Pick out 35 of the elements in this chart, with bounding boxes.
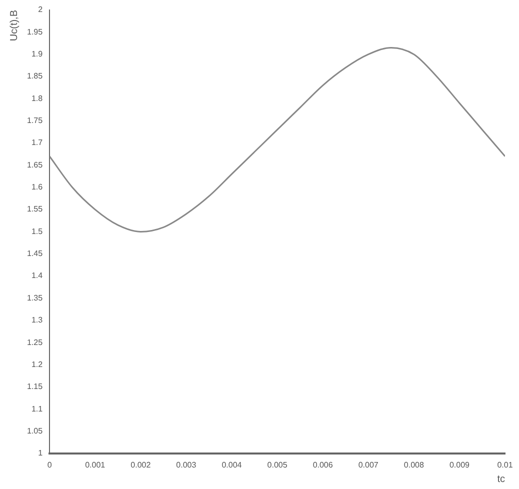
y-tick-label: 2 [38, 5, 44, 14]
y-tick-label: 1.55 [26, 204, 44, 214]
x-tick-label: 0.002 [130, 460, 152, 470]
y-tick-label: 1.85 [26, 72, 44, 81]
y-tick-label: 1.75 [26, 116, 44, 126]
y-tick-label: 1.9 [31, 50, 44, 59]
x-tick-label: 0 [47, 460, 52, 470]
y-tick-label: 1 [38, 448, 44, 458]
x-tick-label: 0.001 [85, 460, 106, 470]
y-tick-label: 1.95 [26, 27, 44, 36]
y-tick-label: 1.5 [31, 226, 44, 236]
x-tick-label: 0.004 [222, 460, 242, 470]
x-tick-label: 0.008 [404, 460, 424, 470]
y-tick-label: 1.25 [26, 338, 44, 347]
y-tick-label: 1.2 [31, 360, 44, 369]
y-tick-label: 1.3 [31, 316, 44, 325]
y-tick-label: 1.35 [26, 293, 44, 302]
y-tick-label: 1.8 [31, 94, 44, 103]
line-series [50, 46, 505, 232]
x-tick-label: 0.01 [497, 460, 514, 470]
y-tick-label: 1.7 [31, 138, 44, 148]
y-tick-label: 1.1 [31, 404, 44, 414]
x-tick-label: 0.006 [312, 460, 334, 470]
x-axis-title: tc [497, 474, 505, 485]
x-tick-label: 0.007 [358, 460, 379, 470]
y-tick-label: 1.05 [26, 426, 44, 436]
y-axis-title: Uc(t),B [8, 10, 20, 42]
x-tick-label: 0.009 [449, 460, 470, 470]
y-tick-label: 1.65 [26, 160, 44, 170]
y-tick-label: 1.6 [31, 182, 44, 192]
x-tick-label: 0.003 [176, 460, 197, 470]
y-tick-label: 1.15 [26, 382, 44, 392]
y-tick-label: 1.45 [26, 249, 44, 258]
y-tick-label: 1.4 [31, 271, 44, 280]
x-tick-label: 0.005 [267, 460, 288, 470]
